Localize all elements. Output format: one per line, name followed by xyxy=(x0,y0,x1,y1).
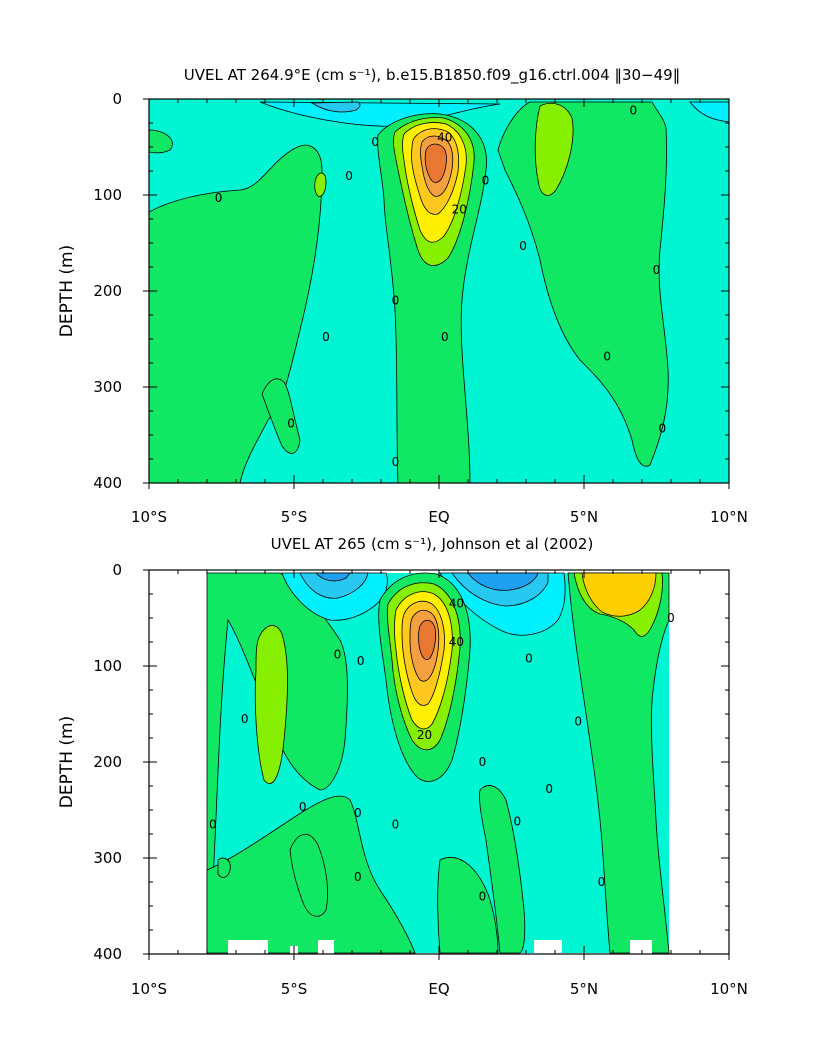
p1-pos-left-sub xyxy=(261,378,301,454)
p1-euc-60 xyxy=(424,143,447,183)
p1-xtick-10n: 10°N xyxy=(710,508,748,526)
p1-pos-left-small xyxy=(314,172,327,197)
contour-label-10: 0 xyxy=(354,870,362,884)
p1-xtick-eq: EQ xyxy=(428,508,449,526)
p2-pos-tiny-left xyxy=(217,857,231,878)
contour-label-2: 0 xyxy=(215,191,223,205)
contour-label-5: 0 xyxy=(334,647,342,661)
p1-ytick-100: 100 xyxy=(93,186,122,204)
p2-pos-right-sub xyxy=(479,785,526,954)
p2-ytick-300: 300 xyxy=(93,849,122,867)
p2-neg-top-left-core xyxy=(299,572,369,599)
panel-1: UVEL AT 264.9°E (cm s⁻¹), b.e15.B1850.f0… xyxy=(57,66,748,526)
p2-xtick-10n: 10°N xyxy=(710,980,748,998)
contour-label-10: 0 xyxy=(392,455,400,469)
contour-label-11: 0 xyxy=(479,755,487,769)
contour-label-7: 0 xyxy=(299,800,307,814)
panel-2-ylabel: DEPTH (m) xyxy=(57,716,77,808)
contour-label-6: 0 xyxy=(392,294,400,308)
panel-2-plot-area xyxy=(206,572,670,954)
contour-label-15: 0 xyxy=(658,421,666,435)
p2-neg-top-right-core2 xyxy=(467,572,539,591)
contour-label-12: 0 xyxy=(525,651,533,665)
p2-pos-right-30 xyxy=(581,572,657,617)
p1-neg-top-core xyxy=(310,101,361,113)
p1-pos-left-edge xyxy=(148,129,173,154)
contour-label-9: 0 xyxy=(287,416,295,430)
contour-label-14: 0 xyxy=(603,349,611,363)
contour-label-7: 0 xyxy=(322,330,330,344)
p2-neg-top-left-core2 xyxy=(315,572,351,582)
p2-ytick-0: 0 xyxy=(112,561,122,579)
p2-gap-1 xyxy=(228,940,268,954)
p2-ytick-200: 200 xyxy=(93,753,122,771)
panel-1-ticks xyxy=(143,98,730,489)
contour-label-12: 0 xyxy=(629,104,637,118)
contour-label-3: 0 xyxy=(209,817,217,831)
contour-label-0: 40 xyxy=(449,597,464,611)
p2-pos-right xyxy=(567,572,670,954)
p1-xtick-5n: 5°N xyxy=(570,508,598,526)
contour-label-14: 0 xyxy=(513,815,521,829)
p2-ytick-400: 400 xyxy=(93,945,122,963)
p2-pos-left-core xyxy=(254,625,288,784)
contour-label-5: 0 xyxy=(482,174,490,188)
contour-label-16: 0 xyxy=(574,715,582,729)
p2-euc-60 xyxy=(418,619,437,660)
contour-label-4: 0 xyxy=(241,712,249,726)
contour-label-17: 0 xyxy=(598,875,606,889)
panel-2-ticks xyxy=(143,569,730,960)
contour-label-8: 0 xyxy=(441,330,449,344)
p1-xtick-5s: 5°S xyxy=(281,508,308,526)
contour-label-1: 40 xyxy=(449,635,464,649)
panel-1-contour-labels: 40 20 0 0 0 0 0 0 0 0 0 0 0 0 0 0 xyxy=(215,104,666,469)
contour-label-2: 20 xyxy=(417,728,432,742)
p1-xtick-10s: 10°S xyxy=(131,508,167,526)
p1-ytick-200: 200 xyxy=(93,282,122,300)
contour-label-6: 0 xyxy=(357,654,365,668)
contour-label-8: 0 xyxy=(354,806,362,820)
contour-label-3: 0 xyxy=(345,169,353,183)
contour-label-13: 0 xyxy=(545,782,553,796)
contour-label-4: 0 xyxy=(371,135,379,149)
p1-ytick-300: 300 xyxy=(93,378,122,396)
p1-ytick-400: 400 xyxy=(93,474,122,492)
panel-1-ylabel: DEPTH (m) xyxy=(57,245,77,337)
p2-ytick-100: 100 xyxy=(93,657,122,675)
p1-pos-right-core xyxy=(534,102,574,196)
panel-1-title: UVEL AT 264.9°E (cm s⁻¹), b.e15.B1850.f0… xyxy=(184,66,680,85)
panel-2-title: UVEL AT 265 (cm s⁻¹), Johnson et al (200… xyxy=(271,535,594,553)
p2-gap-3 xyxy=(534,940,562,954)
p2-gap-2 xyxy=(318,940,334,954)
p1-ytick-0: 0 xyxy=(112,90,122,108)
panel-2-contour-labels: 40 40 20 0 0 0 0 0 0 0 0 0 0 0 0 0 0 0 0 xyxy=(209,597,675,904)
p2-pos-bottom-right xyxy=(437,857,499,954)
p2-gap-4 xyxy=(630,940,652,954)
p2-xtick-5s: 5°S xyxy=(281,980,308,998)
contour-label-1: 20 xyxy=(452,202,467,216)
contour-label-0: 40 xyxy=(437,130,452,144)
p2-xtick-10s: 10°S xyxy=(131,980,167,998)
contour-label-18: 0 xyxy=(667,611,675,625)
p2-xtick-5n: 5°N xyxy=(570,980,598,998)
p2-pos-mid-left xyxy=(289,833,328,917)
panel-1-plot-area xyxy=(148,99,730,484)
contour-label-11: 0 xyxy=(519,239,527,253)
contour-label-15: 0 xyxy=(479,889,487,903)
contour-label-9: 0 xyxy=(392,817,400,831)
contour-label-13: 0 xyxy=(653,263,661,277)
p2-xtick-eq: EQ xyxy=(428,980,449,998)
panel-2: UVEL AT 265 (cm s⁻¹), Johnson et al (200… xyxy=(57,535,748,998)
p1-pos-right xyxy=(497,101,669,467)
